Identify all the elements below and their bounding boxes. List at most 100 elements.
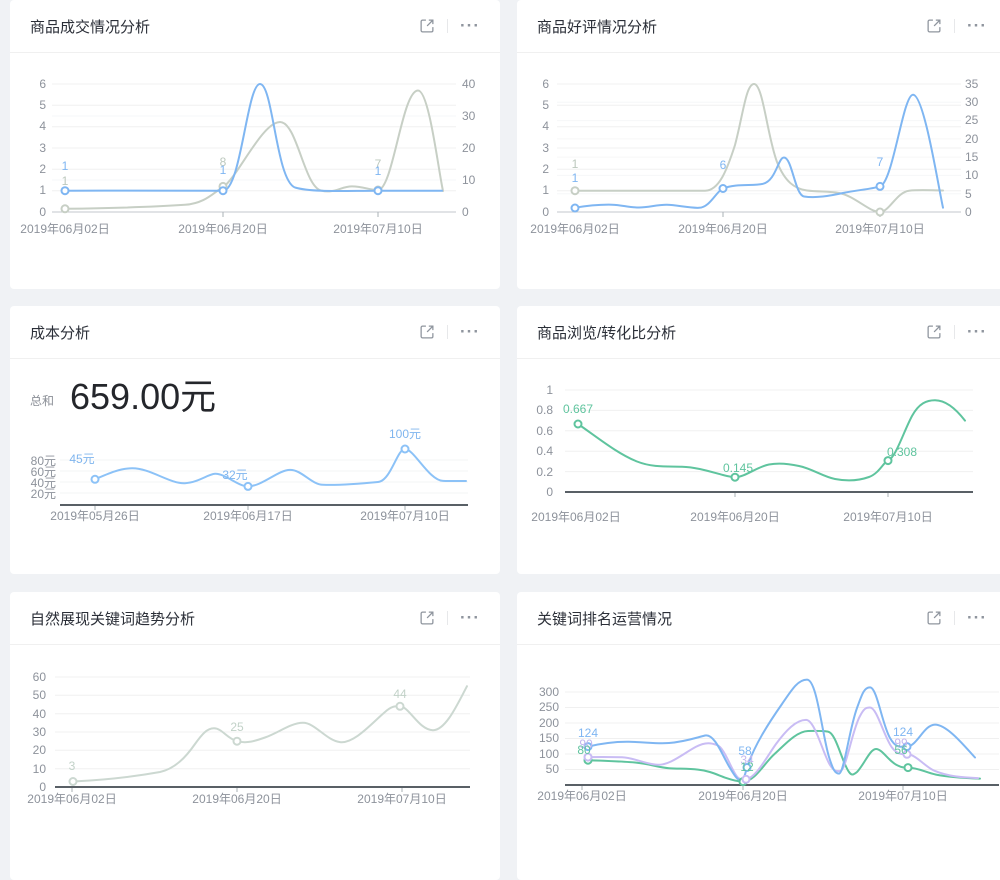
y-axis-tick: 0: [546, 485, 553, 499]
dashboard: { "icons": {"more_glyph": "···"}, "palet…: [10, 0, 1000, 880]
y-axis-tick: 5: [39, 98, 46, 112]
sum-value: 659.00元: [70, 376, 217, 417]
card-title: 自然展现关键词趋势分析: [30, 610, 196, 628]
y-axis-tick: 1: [546, 383, 553, 397]
card-actions: ···: [419, 608, 480, 627]
x-axis-tick: 2019年05月26日: [50, 509, 140, 523]
card-actions: ···: [926, 322, 987, 341]
point-label: 25: [230, 720, 244, 734]
card-actions: ···: [419, 16, 480, 35]
x-axis-tick: 2019年07月10日: [333, 222, 423, 236]
card-review-analysis: 商品好评情况分析 ··· 6 5 4 3 2 1 0 35 30 2: [517, 0, 1000, 289]
card-keyword-ranking: 关键词排名运营情况 ··· 300 250 200 150 100 50 201…: [517, 592, 1000, 880]
more-icon[interactable]: ···: [460, 608, 480, 627]
card-header: 商品浏览/转化比分析 ···: [517, 306, 1000, 359]
divider: [447, 325, 449, 339]
point-label: 1: [219, 163, 227, 177]
open-in-new-icon[interactable]: [926, 610, 942, 626]
card-title: 商品浏览/转化比分析: [537, 324, 677, 342]
x-axis-tick: 2019年06月20日: [698, 789, 788, 803]
card-header: 成本分析 ···: [10, 306, 500, 359]
card-header: 商品成交情况分析 ···: [10, 0, 500, 53]
y2-axis-tick: 20: [965, 132, 979, 146]
more-icon[interactable]: ···: [967, 608, 987, 627]
point-label: 1: [571, 171, 579, 185]
card-deal-analysis: 商品成交情况分析 ··· 6 5 4 3 2 1 0 40 30 20 10 0: [10, 0, 500, 289]
y-axis-tick: 2: [39, 162, 46, 176]
point-label: 56: [894, 743, 908, 757]
y-axis-tick: 100: [538, 747, 559, 761]
y-axis-tick: 40元: [30, 476, 56, 490]
divider: [447, 611, 449, 625]
card-title: 商品成交情况分析: [30, 18, 151, 36]
point-label: 99: [894, 736, 908, 750]
point-label: 80: [577, 743, 591, 757]
line-chart-keyword-trend: [55, 676, 470, 792]
open-in-new-icon[interactable]: [419, 610, 435, 626]
more-icon[interactable]: ···: [460, 322, 480, 341]
x-axis-tick: 2019年06月02日: [530, 222, 620, 236]
y-axis-tick: 80元: [30, 454, 56, 468]
line-chart-cost: [60, 444, 468, 510]
point-label: 1: [61, 159, 69, 173]
x-axis-tick: 2019年06月17日: [203, 509, 293, 523]
more-icon[interactable]: ···: [967, 322, 987, 341]
y-axis-tick: 60元: [30, 465, 56, 479]
card-title: 成本分析: [30, 324, 91, 342]
y-axis-tick: 4: [542, 119, 549, 133]
y-axis-tick: 200: [538, 716, 559, 730]
card-actions: ···: [926, 16, 987, 35]
sum-label: 总和: [30, 394, 55, 408]
point-label: 58: [738, 744, 752, 758]
card-header: 自然展现关键词趋势分析 ···: [10, 592, 500, 645]
x-axis-tick: 2019年07月10日: [360, 509, 450, 523]
divider: [447, 19, 449, 33]
point-label: 0.308: [886, 445, 918, 459]
y-axis-tick: 0.6: [536, 424, 553, 438]
x-axis-tick: 2019年07月10日: [843, 510, 933, 524]
y-axis-tick: 50: [32, 688, 46, 702]
card-conversion-analysis: 商品浏览/转化比分析 ··· 1 0.8 0.6 0.4 0.2 0 2019年…: [517, 306, 1000, 574]
card-title: 关键词排名运营情况: [537, 610, 673, 628]
point-label: 1: [61, 174, 69, 188]
y-axis-tick: 3: [542, 141, 549, 155]
point-label: 6: [719, 158, 727, 172]
divider: [954, 611, 956, 625]
x-axis-tick: 2019年06月02日: [537, 789, 627, 803]
open-in-new-icon[interactable]: [419, 18, 435, 34]
y-axis-tick: 0.8: [536, 403, 553, 417]
card-title: 商品好评情况分析: [537, 18, 658, 36]
open-in-new-icon[interactable]: [926, 324, 942, 340]
x-axis-tick: 2019年06月20日: [192, 792, 282, 806]
more-icon[interactable]: ···: [460, 16, 480, 35]
x-axis-tick: 2019年07月10日: [858, 789, 948, 803]
y-axis-tick: 5: [542, 98, 549, 112]
card-keyword-trend: 自然展现关键词趋势分析 ··· 60 50 40 30 20 10 0 2019…: [10, 592, 500, 880]
more-icon[interactable]: ···: [967, 16, 987, 35]
y-axis-tick: 3: [39, 141, 46, 155]
line-chart-deal: [52, 82, 456, 217]
y2-axis-tick: 15: [965, 150, 979, 164]
point-label: 34: [740, 753, 754, 767]
point-label: 32元: [222, 468, 248, 482]
divider: [954, 325, 956, 339]
y2-axis-tick: 25: [965, 113, 979, 127]
card-actions: ···: [926, 608, 987, 627]
x-axis-tick: 2019年07月10日: [357, 792, 447, 806]
open-in-new-icon[interactable]: [926, 18, 942, 34]
y2-axis-tick: 5: [965, 187, 972, 201]
y-axis-tick: 0: [39, 780, 46, 794]
x-axis-tick: 2019年06月02日: [20, 222, 110, 236]
x-axis-tick: 2019年06月20日: [678, 222, 768, 236]
y2-axis-tick: 30: [965, 95, 979, 109]
y-axis-tick: 30: [32, 725, 46, 739]
y-axis-tick: 20元: [30, 487, 56, 501]
y-axis-tick: 150: [538, 731, 559, 745]
point-label: 1: [374, 164, 382, 178]
y2-axis-tick: 10: [965, 168, 979, 182]
y2-axis-tick: 35: [965, 77, 979, 91]
y-axis-tick: 1: [542, 183, 549, 197]
card-cost-analysis: 成本分析 ··· 总和 659.00元 80元 60元 40元 20元 2019…: [10, 306, 500, 574]
point-label: 100元: [388, 427, 422, 441]
open-in-new-icon[interactable]: [419, 324, 435, 340]
